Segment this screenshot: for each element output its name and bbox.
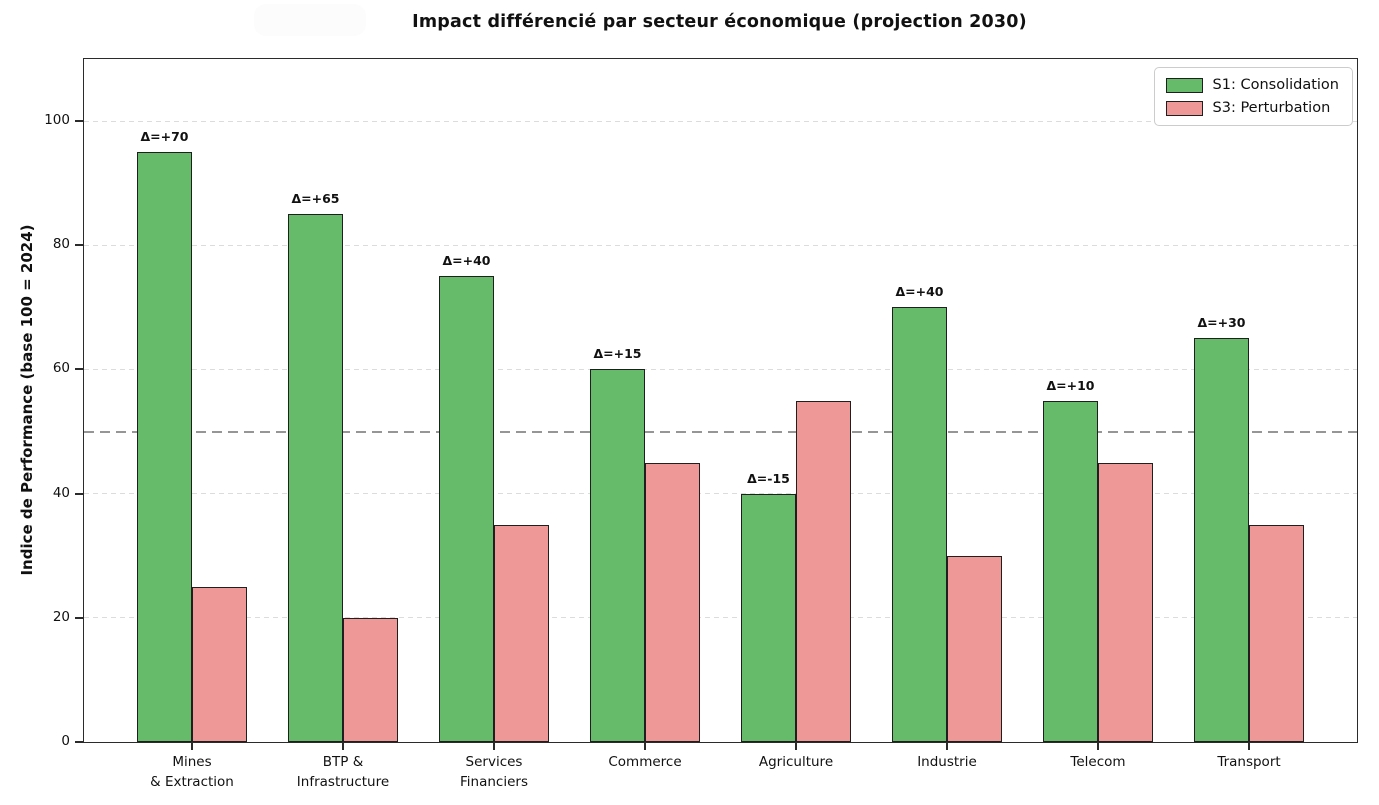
x-tick-mark-3 (493, 742, 495, 750)
screenshot-artifact-blob (254, 4, 366, 36)
x-tick-label-2: BTP & Infrastructure (296, 754, 390, 790)
y-tick-label-80: 80 (52, 236, 70, 253)
reference-line-50 (84, 430, 1357, 434)
y-tick-mark-80 (75, 244, 84, 247)
bar-s3-8 (1249, 524, 1304, 742)
x-tick-label-6: Industrie (917, 754, 977, 770)
y-tick-label-60: 60 (52, 360, 70, 377)
bar-s1-8 (1194, 338, 1249, 742)
y-tick-mark-60 (75, 368, 84, 371)
x-tick-mark-8 (1248, 742, 1250, 750)
legend-swatch-s1 (1165, 77, 1203, 93)
legend-label-s3: S3: Perturbation (1212, 100, 1331, 116)
bar-s1-6 (892, 307, 947, 742)
x-tick-label-3: Services Financiers (460, 754, 528, 790)
bar-s3-5 (796, 400, 851, 742)
legend: S1: Consolidation S3: Perturbation (1153, 67, 1353, 126)
x-tick-mark-2 (342, 742, 344, 750)
gridline-y80 (84, 244, 1357, 246)
y-tick-label-100: 100 (44, 112, 70, 129)
x-tick-label-8: Transport (1217, 754, 1281, 770)
bar-s3-2 (343, 617, 398, 742)
plot-area: S1: Consolidation S3: Perturbation 0 20 40… (44, 58, 1358, 790)
bar-s1-1 (137, 152, 192, 742)
delta-annotation-4: Δ=+15 (593, 346, 642, 362)
y-tick-label-40: 40 (52, 484, 70, 501)
delta-annotation-5: Δ=-15 (747, 470, 790, 486)
delta-annotation-8: Δ=+30 (1197, 315, 1246, 331)
bar-s3-4 (645, 462, 700, 742)
y-tick-mark-0 (75, 741, 84, 743)
x-tick-mark-4 (644, 742, 646, 750)
y-tick-mark-20 (75, 616, 84, 619)
x-tick-mark-1 (191, 742, 193, 750)
y-tick-mark-40 (75, 492, 84, 495)
delta-annotation-6: Δ=+40 (895, 284, 944, 300)
x-tick-label-5: Agriculture (758, 754, 834, 770)
y-tick-label-20: 20 (52, 608, 70, 625)
bar-s3-3 (494, 524, 549, 742)
gridline-y100 (84, 120, 1357, 122)
y-axis-label: Indice de Performance (base 100 = 2024) (18, 224, 36, 576)
bar-s1-5 (741, 493, 796, 742)
legend-swatch-s3 (1165, 100, 1203, 116)
x-tick-label-4: Commerce (608, 754, 682, 770)
y-tick-label-0: 0 (61, 733, 70, 749)
legend-label-s1: S1: Consolidation (1212, 77, 1339, 93)
x-tick-mark-5 (795, 742, 797, 750)
x-tick-label-7: Telecom (1070, 754, 1126, 770)
y-tick-mark-100 (75, 120, 84, 123)
bar-s1-3 (439, 276, 494, 742)
gridline-y40 (84, 493, 1357, 495)
gridline-y20 (84, 617, 1357, 619)
delta-annotation-3: Δ=+40 (442, 253, 491, 269)
gridline-y60 (84, 368, 1357, 370)
x-tick-mark-7 (1097, 742, 1099, 750)
chart-title: Impact différencié par secteur économiqu… (412, 12, 1027, 32)
delta-annotation-2: Δ=+65 (291, 191, 340, 207)
bar-s3-1 (192, 586, 247, 742)
bar-s3-7 (1098, 462, 1153, 742)
bar-s1-2 (288, 214, 343, 742)
legend-entry-s3: S3: Perturbation (1165, 100, 1339, 116)
x-tick-label-1: Mines & Extraction (150, 754, 234, 790)
bar-s1-4 (590, 369, 645, 742)
delta-annotation-1: Δ=+70 (140, 129, 189, 145)
bar-s1-7 (1043, 400, 1098, 742)
bar-s3-6 (947, 555, 1002, 742)
x-tick-mark-6 (946, 742, 948, 750)
delta-annotation-7: Δ=+10 (1046, 377, 1095, 393)
legend-entry-s1: S1: Consolidation (1165, 77, 1339, 93)
